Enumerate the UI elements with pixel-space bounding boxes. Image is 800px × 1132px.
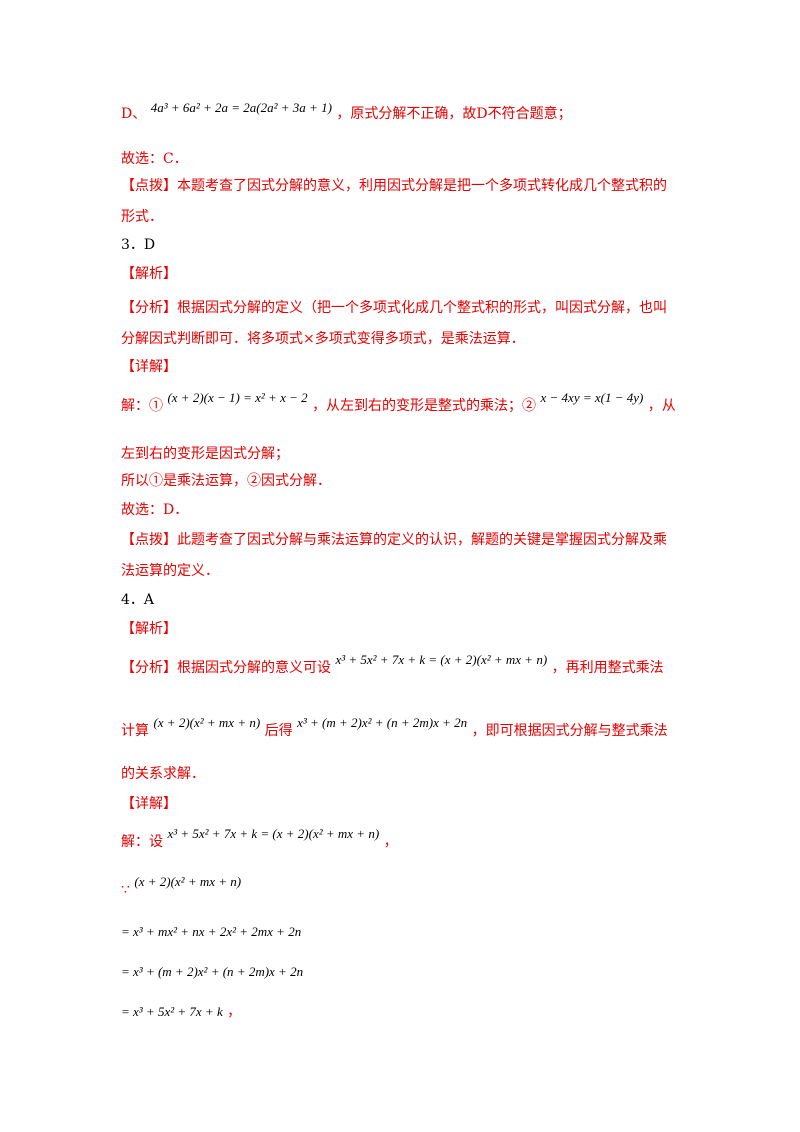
line-21-math: x³ + 5x² + 7x + k = (x + 2)(x² + mx + n): [167, 826, 380, 841]
line-3: 形式．: [121, 209, 163, 225]
line-0-math: 4a³ + 6a² + 2a = 2a(2a² + 3a + 1): [150, 100, 332, 115]
line-14: 法运算的定义．: [121, 563, 219, 579]
line-7: 分解因式判断即可．将多项式×多项式变得多项式，是乘法运算．: [121, 331, 525, 347]
line-9-mid: ，从左到右的变形是整式的乘法；②: [312, 398, 537, 414]
line-18: 计算 (x + 2)(x² + mx + n) 后得 x³ + (m + 2)x…: [121, 715, 668, 741]
line-20: 【详解】: [121, 796, 177, 812]
line-19: 的关系求解．: [121, 766, 205, 782]
line-18-math2: x³ + (m + 2)x² + (n + 2m)x + 2n: [297, 715, 468, 730]
line-9-math: (x + 2)(x − 1) = x² + x − 2: [167, 390, 308, 405]
line-9-math2: x − 4xy = x(1 − 4y): [540, 390, 644, 405]
line-9: 解：① (x + 2)(x − 1) = x² + x − 2 ，从左到右的变形…: [121, 390, 676, 416]
line-24: = x³ + (m + 2)x² + (n + 2m)x + 2n: [121, 962, 303, 982]
line-15: 4．A: [121, 592, 155, 608]
line-8: 【详解】: [121, 359, 177, 375]
line-16: 【解析】: [121, 621, 177, 637]
line-4: 3．D: [121, 237, 156, 253]
line-18-math: (x + 2)(x² + mx + n): [153, 715, 261, 730]
line-1: 故选：C．: [121, 151, 188, 167]
line-17-post: ，再利用整式乘法: [551, 660, 664, 676]
line-23-math: = x³ + mx² + nx + 2x² + 2mx + 2n: [121, 924, 302, 939]
line-21-post: ，: [383, 834, 398, 850]
line-18-mid: 后得: [264, 723, 293, 739]
line-25-math: = x³ + 5x² + 7x + k: [121, 1004, 223, 1019]
line-18-post: ，即可根据因式分解与整式乘法: [471, 723, 668, 739]
line-18-pre: 计算: [121, 723, 149, 739]
line-25: = x³ + 5x² + 7x + k ，: [121, 1002, 241, 1022]
line-24-math: = x³ + (m + 2)x² + (n + 2m)x + 2n: [121, 964, 304, 979]
line-22-math: (x + 2)(x² + mx + n): [134, 874, 242, 889]
line-9-pre: 解：①: [121, 398, 163, 414]
line-10: 左到右的变形是因式分解；: [121, 446, 289, 462]
line-22-pre: ∵: [121, 882, 130, 898]
line-0: D、 4a³ + 6a² + 2a = 2a(2a² + 3a + 1) ，原式…: [121, 100, 572, 124]
line-9-post: ，从: [647, 398, 676, 414]
line-6: 【分析】根据因式分解的定义（把一个多项式化成几个整式积的形式，叫因式分解，也叫: [121, 300, 667, 316]
line-0-post: ，原式分解不正确，故D不符合题意；: [336, 106, 572, 122]
line-5: 【解析】: [121, 266, 177, 282]
line-13: 【点拨】此题考查了因式分解与乘法运算的定义的认识，解题的关键是掌握因式分解及乘: [121, 532, 667, 548]
line-22: ∵ (x + 2)(x² + mx + n): [121, 874, 241, 900]
line-0-pre: D、: [121, 106, 147, 122]
line-21-pre: 解：设: [121, 834, 163, 850]
line-17-pre: 【分析】根据因式分解的意义可设: [121, 660, 331, 676]
line-2: 【点拨】本题考查了因式分解的意义，利用因式分解是把一个多项式转化成几个整式积的: [121, 178, 667, 194]
line-12: 故选：D．: [121, 502, 189, 518]
line-25-post: ，: [227, 1004, 242, 1020]
line-11: 所以①是乘法运算，②因式分解．: [121, 473, 331, 489]
line-23: = x³ + mx² + nx + 2x² + 2mx + 2n: [121, 922, 301, 942]
line-17-math: x³ + 5x² + 7x + k = (x + 2)(x² + mx + n): [335, 652, 548, 667]
line-17: 【分析】根据因式分解的意义可设 x³ + 5x² + 7x + k = (x +…: [121, 652, 664, 678]
line-21: 解：设 x³ + 5x² + 7x + k = (x + 2)(x² + mx …: [121, 826, 398, 852]
